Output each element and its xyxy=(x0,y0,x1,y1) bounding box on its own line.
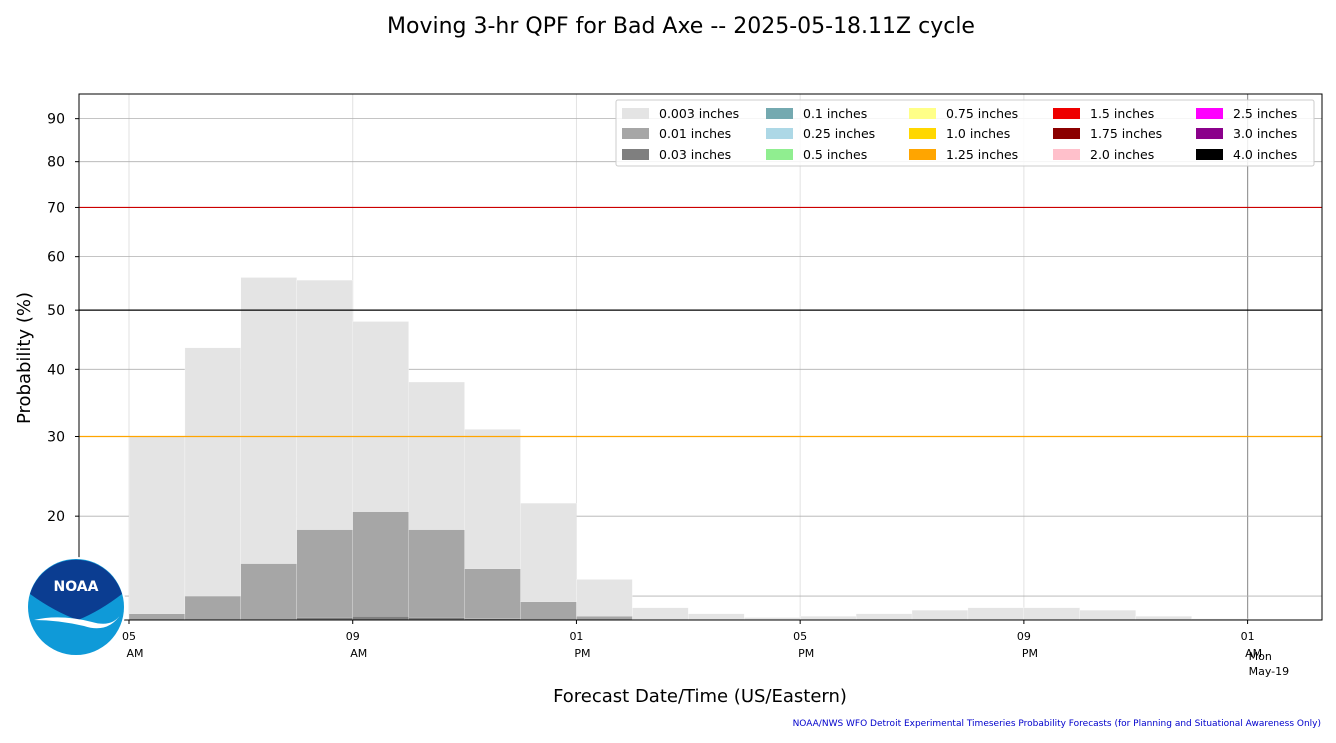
bar xyxy=(800,616,857,621)
bars xyxy=(128,277,1248,621)
x-tick-date: May-19 xyxy=(1249,665,1290,678)
legend-swatch xyxy=(909,149,936,160)
legend-label: 0.1 inches xyxy=(803,106,867,121)
noaa-logo-text: NOAA xyxy=(54,579,99,595)
y-tick-label: 60 xyxy=(47,250,65,266)
x-tick-ampm: PM xyxy=(1022,647,1038,660)
x-tick-day: Mon xyxy=(1249,650,1272,663)
legend-swatch xyxy=(1196,128,1223,139)
x-tick-ampm: PM xyxy=(574,647,590,660)
bar xyxy=(1135,616,1192,621)
bar xyxy=(688,613,745,621)
y-tick-label: 80 xyxy=(47,155,65,171)
legend-label: 4.0 inches xyxy=(1233,147,1297,162)
legend-swatch xyxy=(766,149,793,160)
legend-swatch xyxy=(1053,108,1080,119)
footer-note: NOAA/NWS WFO Detroit Experimental Timese… xyxy=(793,719,1321,729)
bar xyxy=(352,616,409,621)
legend-label: 2.0 inches xyxy=(1090,147,1154,162)
legend-swatch xyxy=(622,108,649,119)
legend: 0.003 inches 0.1 inches 0.75 inches 1.5 inc… xyxy=(615,99,1315,167)
legend-swatch xyxy=(909,128,936,139)
x-tick-hour: 05 xyxy=(793,630,807,643)
bar xyxy=(632,607,689,621)
x-tick-ampm: AM xyxy=(1245,647,1262,660)
x-tick-ampm: PM xyxy=(798,647,814,660)
x-axis-label: Forecast Date/Time (US/Eastern) xyxy=(553,686,847,707)
legend-label: 2.5 inches xyxy=(1233,106,1297,121)
bar xyxy=(855,613,913,621)
bar xyxy=(911,610,969,621)
bar xyxy=(240,277,297,621)
legend-label: 0.003 inches xyxy=(659,106,739,121)
bar xyxy=(128,613,186,621)
bar xyxy=(240,563,297,621)
bar xyxy=(1023,607,1080,621)
y-tick-label: 90 xyxy=(47,112,65,128)
x-tick-ampm: AM xyxy=(350,647,367,660)
y-tick-label: 30 xyxy=(47,429,65,445)
legend-swatch xyxy=(766,108,793,119)
bar xyxy=(184,595,241,621)
noaa-logo: NOAA xyxy=(26,557,126,657)
x-tick-hour: 01 xyxy=(569,630,583,643)
legend-label: 0.75 inches xyxy=(946,106,1018,121)
x-tick-hour: 01 xyxy=(1241,630,1255,643)
legend-label: 0.01 inches xyxy=(659,126,731,141)
bar xyxy=(464,568,521,621)
legend-label: 1.75 inches xyxy=(1090,126,1162,141)
legend-label: 1.5 inches xyxy=(1090,106,1154,121)
x-tick-hour: 09 xyxy=(346,630,360,643)
bar xyxy=(576,579,633,621)
bar xyxy=(128,436,186,621)
x-tick-ampm: AM xyxy=(126,647,143,660)
legend-label: 0.25 inches xyxy=(803,126,875,141)
legend-swatch xyxy=(1053,128,1080,139)
legend-label: 1.0 inches xyxy=(946,126,1010,141)
bar xyxy=(967,607,1025,621)
y-axis: 20 30 40 50 60 70 80 90 xyxy=(47,112,79,525)
x-tick-hour: 09 xyxy=(1017,630,1031,643)
y-tick-label: 70 xyxy=(47,200,65,216)
bar xyxy=(1079,610,1136,621)
bar xyxy=(408,529,465,621)
legend-swatch xyxy=(622,128,649,139)
bar xyxy=(576,616,633,621)
y-tick-label: 20 xyxy=(47,509,65,525)
legend-label: 0.03 inches xyxy=(659,147,731,162)
x-tick-hour: 05 xyxy=(122,630,136,643)
bar xyxy=(184,347,241,621)
noaa-logo-wave xyxy=(34,614,121,629)
x-axis: 05AM09AM01PM05PM09PM01AMMonMay-1905AM09A… xyxy=(122,620,1290,678)
legend-swatch xyxy=(1053,149,1080,160)
bar xyxy=(296,529,353,621)
y-axis-label: Probability (%) xyxy=(14,292,35,424)
y-tick-label: 40 xyxy=(47,362,65,378)
bar xyxy=(520,502,577,621)
legend-label: 3.0 inches xyxy=(1233,126,1297,141)
chart-title: Moving 3-hr QPF for Bad Axe -- 2025-05-1… xyxy=(387,14,975,39)
legend-swatch xyxy=(1196,108,1223,119)
legend-swatch xyxy=(766,128,793,139)
legend-swatch xyxy=(909,108,936,119)
bar xyxy=(352,511,409,621)
legend-label: 0.5 inches xyxy=(803,147,867,162)
legend-swatch xyxy=(622,149,649,160)
plot-frame xyxy=(78,93,1323,621)
bar xyxy=(520,601,577,621)
y-tick-label: 50 xyxy=(47,303,65,319)
noaa-logo-bird xyxy=(30,559,122,620)
legend-label: 1.25 inches xyxy=(946,147,1018,162)
legend-swatch xyxy=(1196,149,1223,160)
reference-lines xyxy=(79,206,1322,438)
